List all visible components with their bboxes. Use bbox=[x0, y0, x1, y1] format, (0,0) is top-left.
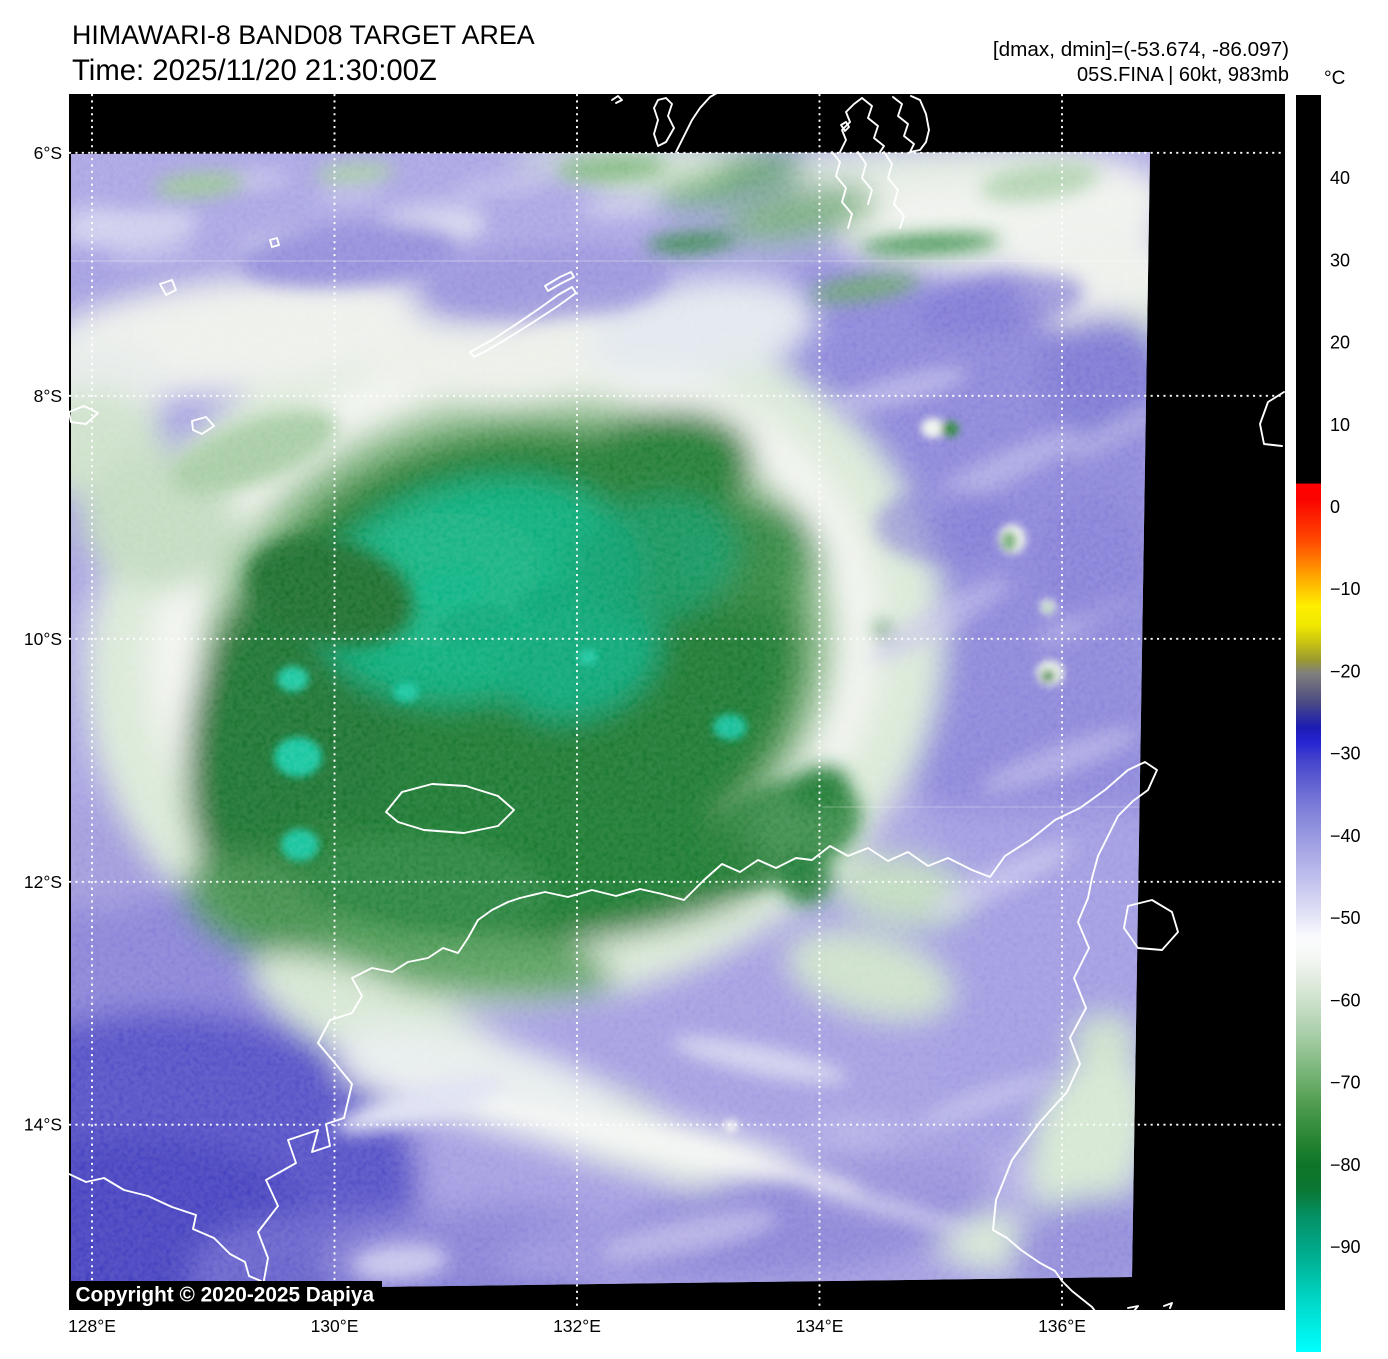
svg-text:HIMAWARI-8 BAND08 TARGET AREA: HIMAWARI-8 BAND08 TARGET AREA bbox=[72, 20, 535, 50]
svg-text:−60: −60 bbox=[1330, 990, 1361, 1010]
svg-text:128°E: 128°E bbox=[68, 1316, 116, 1336]
svg-text:−30: −30 bbox=[1330, 744, 1361, 764]
svg-text:20: 20 bbox=[1330, 333, 1350, 353]
svg-text:134°E: 134°E bbox=[796, 1316, 844, 1336]
svg-text:−50: −50 bbox=[1330, 908, 1361, 928]
svg-text:05S.FINA | 60kt, 983mb: 05S.FINA | 60kt, 983mb bbox=[1077, 64, 1289, 86]
svg-text:[dmax, dmin]=(-53.674, -86.097: [dmax, dmin]=(-53.674, -86.097) bbox=[993, 38, 1289, 61]
svg-text:−80: −80 bbox=[1330, 1155, 1361, 1175]
svg-text:0: 0 bbox=[1330, 497, 1340, 517]
svg-text:6°S: 6°S bbox=[34, 143, 62, 163]
svg-text:10°S: 10°S bbox=[24, 629, 62, 649]
svg-text:Time: 2025/11/20 21:30:00Z: Time: 2025/11/20 21:30:00Z bbox=[72, 54, 437, 87]
svg-text:°C: °C bbox=[1324, 68, 1345, 89]
svg-text:30: 30 bbox=[1330, 250, 1350, 270]
svg-text:12°S: 12°S bbox=[24, 872, 62, 892]
svg-text:132°E: 132°E bbox=[553, 1316, 601, 1336]
svg-text:136°E: 136°E bbox=[1038, 1316, 1086, 1336]
svg-text:−10: −10 bbox=[1330, 579, 1361, 599]
svg-text:10: 10 bbox=[1330, 415, 1350, 435]
svg-text:130°E: 130°E bbox=[311, 1316, 359, 1336]
svg-text:14°S: 14°S bbox=[24, 1115, 62, 1135]
svg-text:8°S: 8°S bbox=[34, 386, 62, 406]
svg-text:−90: −90 bbox=[1330, 1237, 1361, 1257]
svg-text:−70: −70 bbox=[1330, 1073, 1361, 1093]
svg-text:40: 40 bbox=[1330, 168, 1350, 188]
svg-text:Copyright © 2020-2025 Dapiya: Copyright © 2020-2025 Dapiya bbox=[76, 1284, 375, 1307]
svg-text:−40: −40 bbox=[1330, 826, 1361, 846]
svg-text:−20: −20 bbox=[1330, 662, 1361, 682]
